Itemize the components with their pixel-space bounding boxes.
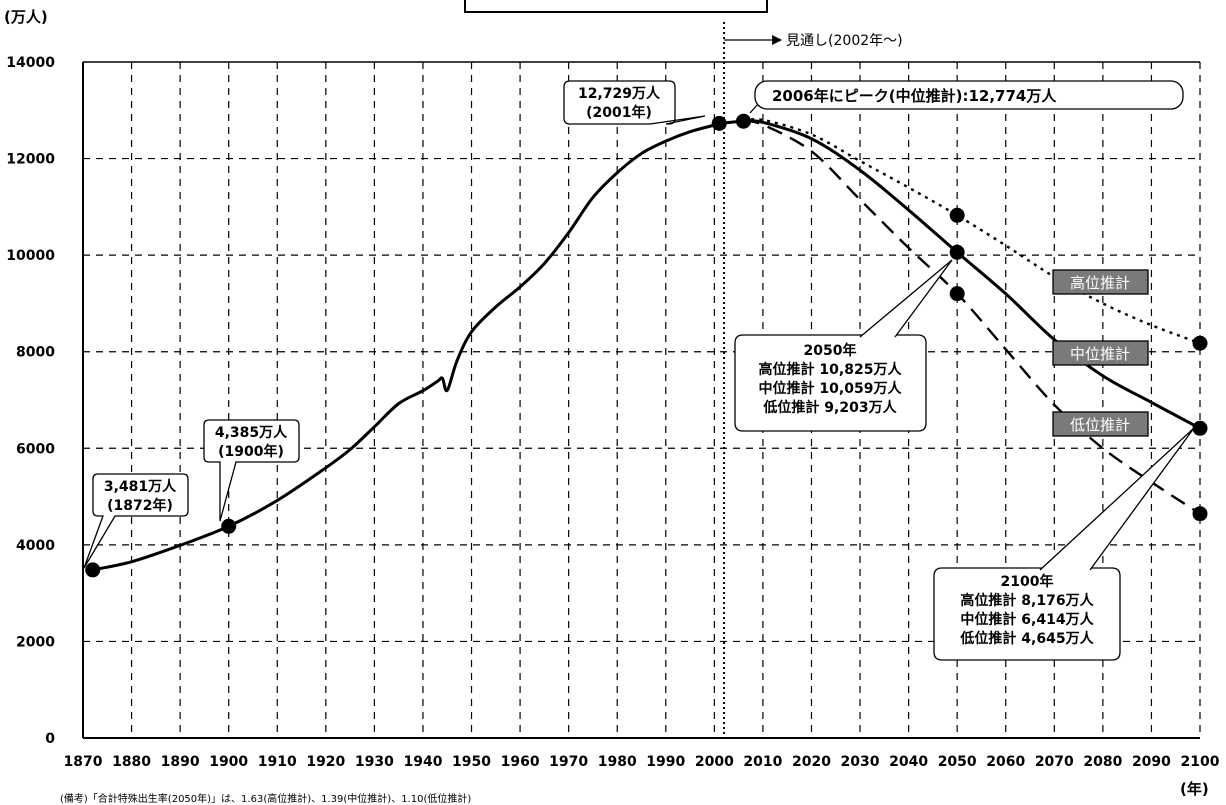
label-low-box <box>1052 411 1149 437</box>
data-point-1872-0 <box>85 562 101 578</box>
y-tick-0: 0 <box>45 731 55 747</box>
x-axis-unit: (年) <box>1180 780 1209 798</box>
y-tick-10000: 10000 <box>6 248 55 264</box>
callout-2050-year: 2050年 <box>804 342 857 359</box>
y-tick-6000: 6000 <box>16 441 55 457</box>
callout-2050-bubble <box>734 334 927 432</box>
forecast-arrowhead <box>772 35 783 45</box>
x-tick-2090: 2090 <box>1132 754 1171 770</box>
x-tick-2050: 2050 <box>938 754 977 770</box>
callout-2100-high: 高位推計 8,176万人 <box>960 592 1094 609</box>
x-tick-1920: 1920 <box>306 754 345 770</box>
data-point-1900-1 <box>221 518 237 534</box>
callout-2100-mid: 中位推計 6,414万人 <box>960 611 1094 628</box>
callout-2100-bubble <box>933 567 1121 661</box>
x-tick-1900: 1900 <box>209 754 248 770</box>
x-tick-1960: 1960 <box>501 754 540 770</box>
x-tick-2040: 2040 <box>889 754 928 770</box>
y-tick-8000: 8000 <box>16 345 55 361</box>
x-tick-2000: 2000 <box>695 754 734 770</box>
x-tick-1950: 1950 <box>452 754 491 770</box>
x-tick-1880: 1880 <box>112 754 151 770</box>
data-markers <box>85 113 1208 578</box>
label-low-text: 低位推計 <box>1070 416 1130 434</box>
y-axis-unit: (万人) <box>4 8 48 26</box>
x-tick-1990: 1990 <box>646 754 685 770</box>
label-mid-box <box>1052 340 1149 366</box>
callout-peak: 2006年にピーク(中位推計):12,774万人 <box>749 80 1184 114</box>
x-tick-2070: 2070 <box>1035 754 1074 770</box>
x-tick-2100: 2100 <box>1181 754 1220 770</box>
callout-2100-pointer <box>1039 427 1195 571</box>
y-tick-4000: 4000 <box>16 538 55 554</box>
callout-2050-low: 低位推計 9,203万人 <box>762 399 897 416</box>
y-tick-12000: 12000 <box>6 152 55 168</box>
callout-1900-bubble <box>203 419 300 522</box>
callout-1900-value: 4,385万人 <box>215 424 288 441</box>
callout-2100-year: 2100年 <box>1001 573 1054 590</box>
callout-peak-bubble <box>754 80 1184 110</box>
data-point-2001-2 <box>711 115 727 131</box>
x-tick-1970: 1970 <box>549 754 588 770</box>
label-mid: 中位推計 <box>1052 340 1149 366</box>
x-tick-2080: 2080 <box>1083 754 1122 770</box>
data-point-2050-5 <box>949 244 965 260</box>
callout-2001-bubble <box>563 80 706 125</box>
callout-2001-value: 12,729万人 <box>578 85 661 102</box>
data-point-2100-9 <box>1192 506 1208 522</box>
x-tick-2010: 2010 <box>743 754 782 770</box>
series-lines <box>92 117 1201 572</box>
data-point-2050-4 <box>949 207 965 223</box>
x-tick-1890: 1890 <box>161 754 200 770</box>
data-point-2100-7 <box>1192 335 1208 351</box>
callout-2050-high: 高位推計 10,825万人 <box>759 361 903 378</box>
x-tick-2060: 2060 <box>986 754 1025 770</box>
x-tick-1940: 1940 <box>403 754 442 770</box>
x-tick-2020: 2020 <box>792 754 831 770</box>
data-point-2006-3 <box>735 113 751 129</box>
callout-1872-bubble <box>83 473 189 569</box>
callout-2050: 2050年 高位推計 10,825万人 中位推計 10,059万人 低位推計 9… <box>734 259 953 432</box>
callout-1872: 3,481万人 (1872年) <box>83 473 189 569</box>
callout-2001-year: (2001年) <box>586 104 652 121</box>
label-high-text: 高位推計 <box>1070 274 1130 292</box>
callout-2100-low: 低位推計 4,645万人 <box>959 630 1094 647</box>
label-high-box <box>1052 269 1149 295</box>
data-point-2100-8 <box>1192 420 1208 436</box>
series-line-0 <box>92 119 744 572</box>
label-low: 低位推計 <box>1052 411 1149 437</box>
y-tick-2000: 2000 <box>16 634 55 650</box>
x-tick-1930: 1930 <box>355 754 394 770</box>
tick-labels: 1870 1880 1890 1900 1910 1920 1930 1940 1950 1960… <box>6 55 1219 770</box>
footnote: (備考)「合計特殊出生率(2050年)」は、1.63(高位推計)、1.39(中位… <box>60 794 472 805</box>
callout-2050-pointer <box>859 259 953 338</box>
callout-2100: 2100年 高位推計 8,176万人 中位推計 6,414万人 低位推計 4,6… <box>933 427 1195 661</box>
x-tick-1980: 1980 <box>598 754 637 770</box>
callout-peak-pointer <box>749 103 759 114</box>
x-tick-1910: 1910 <box>258 754 297 770</box>
title-box <box>464 0 768 13</box>
x-tick-2030: 2030 <box>841 754 880 770</box>
callout-1900: 4,385万人 (1900年) <box>203 419 300 522</box>
callout-2050-mid: 中位推計 10,059万人 <box>759 380 903 397</box>
data-point-2050-6 <box>949 286 965 302</box>
y-tick-14000: 14000 <box>6 55 55 71</box>
callout-1900-year: (1900年) <box>218 443 284 460</box>
callout-1872-value: 3,481万人 <box>104 478 177 495</box>
callout-1872-year: (1872年) <box>107 497 173 514</box>
forecast-label: 見通し(2002年〜) <box>786 33 903 49</box>
label-high: 高位推計 <box>1052 269 1149 295</box>
forecast-marker: 見通し(2002年〜) <box>723 22 903 738</box>
callout-peak-text: 2006年にピーク(中位推計):12,774万人 <box>772 87 1057 105</box>
x-tick-1870: 1870 <box>64 754 103 770</box>
label-mid-text: 中位推計 <box>1070 345 1130 363</box>
callout-2001: 12,729万人 (2001年) <box>563 80 706 125</box>
axes <box>82 61 1200 739</box>
